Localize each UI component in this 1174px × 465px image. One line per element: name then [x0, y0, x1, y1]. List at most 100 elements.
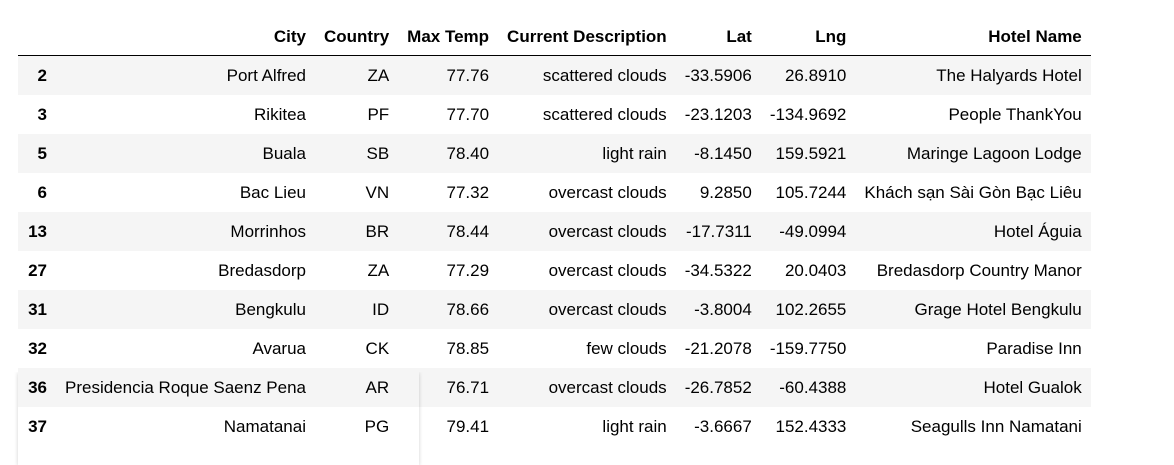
- cell-max-temp: 78.85: [446, 339, 490, 358]
- cell-lat: 9.2850: [699, 183, 752, 202]
- cell-lat: -23.1203: [684, 105, 752, 124]
- cell-country: PF: [367, 105, 390, 124]
- header-lat: Lat: [675, 18, 761, 56]
- cell-city: Buala: [262, 144, 306, 163]
- cell-city: Bredasdorp: [218, 261, 306, 280]
- cell-max-temp: 77.76: [446, 66, 490, 85]
- cell-country: AR: [365, 378, 390, 397]
- cell-hotel-name: Maringe Lagoon Lodge: [906, 144, 1082, 163]
- cell-country: ZA: [367, 261, 390, 280]
- cell-country: VN: [365, 183, 390, 202]
- cell-lng: -159.7750: [769, 339, 847, 358]
- header-current-description: Current Description: [498, 18, 676, 56]
- cell-current-description: scattered clouds: [542, 66, 667, 85]
- cell-country: ZA: [367, 66, 390, 85]
- cell-lng: 159.5921: [775, 144, 847, 163]
- row-index: 3: [37, 105, 47, 124]
- row-index: 6: [37, 183, 47, 202]
- cell-max-temp: 77.29: [446, 261, 490, 280]
- cell-current-description: overcast clouds: [548, 261, 667, 280]
- table-row: 6 Bac Lieu VN 77.32 overcast clouds 9.2850 105…: [18, 173, 1091, 212]
- cell-country: PG: [364, 417, 390, 436]
- row-index: 2: [37, 66, 47, 85]
- table-body: 2 Port Alfred ZA 77.76 scattered clouds -33.5…: [18, 55, 1091, 446]
- table-row: 5 Buala SB 78.40 light rain -8.1450 159.5921 Ma…: [18, 134, 1091, 173]
- cell-country: BR: [365, 222, 390, 241]
- cell-hotel-name: Hotel Águia: [993, 222, 1082, 241]
- cell-current-description: light rain: [602, 417, 667, 436]
- cell-current-description: overcast clouds: [548, 378, 667, 397]
- cell-max-temp: 78.66: [446, 300, 490, 319]
- cell-current-description: overcast clouds: [548, 300, 667, 319]
- cell-max-temp: 77.70: [446, 105, 490, 124]
- header-lng: Lng: [760, 18, 856, 56]
- cell-country: CK: [365, 339, 390, 358]
- header-max-temp: Max Temp: [398, 18, 499, 56]
- cell-lat: -33.5906: [684, 66, 752, 85]
- table-row: 31 Bengkulu ID 78.66 overcast clouds -3.8004 1…: [18, 290, 1091, 329]
- cell-country: SB: [366, 144, 390, 163]
- table-header: City Country Max Temp Current Descriptio…: [18, 18, 1091, 56]
- row-index: 27: [28, 261, 47, 280]
- row-index: 5: [37, 144, 47, 163]
- row-index: 13: [28, 222, 47, 241]
- cell-lat: -26.7852: [684, 378, 752, 397]
- cell-max-temp: 77.32: [446, 183, 490, 202]
- cell-lat: -8.1450: [694, 144, 752, 163]
- cell-hotel-name: Hotel Gualok: [983, 378, 1082, 397]
- cell-city: Avarua: [252, 339, 306, 358]
- table-row: 32 Avarua CK 78.85 few clouds -21.2078 -159.77…: [18, 329, 1091, 368]
- cell-current-description: light rain: [602, 144, 667, 163]
- header-row: City Country Max Temp Current Descriptio…: [18, 18, 1091, 56]
- row-index: 36: [28, 378, 47, 397]
- cell-lat: -3.8004: [694, 300, 752, 319]
- cell-current-description: overcast clouds: [548, 183, 667, 202]
- dataframe-output: City Country Max Temp Current Descriptio…: [18, 18, 1091, 446]
- table-row: 27 Bredasdorp ZA 77.29 overcast clouds -34.53…: [18, 251, 1091, 290]
- cell-lng: -49.0994: [779, 222, 847, 241]
- header-hotel-name: Hotel Name: [855, 18, 1091, 56]
- cell-hotel-name: Khách sạn Sài Gòn Bạc Liêu: [864, 183, 1082, 202]
- cell-hotel-name: The Halyards Hotel: [936, 66, 1082, 85]
- cell-lng: 102.2655: [775, 300, 847, 319]
- cell-lat: -21.2078: [684, 339, 752, 358]
- table-row: 36 Presidencia Roque Saenz Pena AR 76.71 ove…: [18, 368, 1091, 407]
- cell-city: Rikitea: [254, 105, 306, 124]
- header-country: Country: [315, 18, 399, 56]
- cell-current-description: overcast clouds: [548, 222, 667, 241]
- table-row: 3 Rikitea PF 77.70 scattered clouds -23.1203-…: [18, 95, 1091, 134]
- cell-hotel-name: Grage Hotel Bengkulu: [914, 300, 1082, 319]
- cell-lat: -34.5322: [684, 261, 752, 280]
- cell-hotel-name: Paradise Inn: [986, 339, 1082, 358]
- cell-lng: 26.8910: [784, 66, 847, 85]
- cell-city: Namatanai: [223, 417, 306, 436]
- table-row: 37 Namatanai PG 79.41 light rain -3.6667 152.4…: [18, 407, 1091, 446]
- cell-hotel-name: Seagulls Inn Namatani: [910, 417, 1082, 436]
- header-index: [18, 18, 56, 56]
- cell-lng: -134.9692: [769, 105, 847, 124]
- row-index: 37: [28, 417, 47, 436]
- cell-hotel-name: Bredasdorp Country Manor: [876, 261, 1082, 280]
- cell-lat: -17.7311: [685, 222, 752, 241]
- table-row: 2 Port Alfred ZA 77.76 scattered clouds -33.5…: [18, 55, 1091, 95]
- cell-lng: 20.0403: [784, 261, 847, 280]
- cell-country: ID: [372, 300, 390, 319]
- row-index: 32: [28, 339, 47, 358]
- row-index: 31: [28, 300, 47, 319]
- cell-max-temp: 79.41: [446, 417, 490, 436]
- cell-hotel-name: People ThankYou: [948, 105, 1082, 124]
- header-city: City: [56, 18, 315, 56]
- cell-lng: 152.4333: [775, 417, 847, 436]
- cell-city: Port Alfred: [226, 66, 306, 85]
- cell-city: Morrinhos: [230, 222, 306, 241]
- cell-city: Bac Lieu: [239, 183, 306, 202]
- cell-lng: 105.7244: [775, 183, 847, 202]
- cell-city: Presidencia Roque Saenz Pena: [65, 378, 306, 397]
- table-row: 13 Morrinhos BR 78.44 overcast clouds -17.731…: [18, 212, 1091, 251]
- hotel-dataframe-table: City Country Max Temp Current Descriptio…: [18, 18, 1091, 446]
- cell-current-description: scattered clouds: [542, 105, 667, 124]
- cell-max-temp: 78.44: [446, 222, 490, 241]
- cell-lng: -60.4388: [779, 378, 847, 397]
- cell-max-temp: 76.71: [446, 378, 490, 397]
- cell-max-temp: 78.40: [446, 144, 490, 163]
